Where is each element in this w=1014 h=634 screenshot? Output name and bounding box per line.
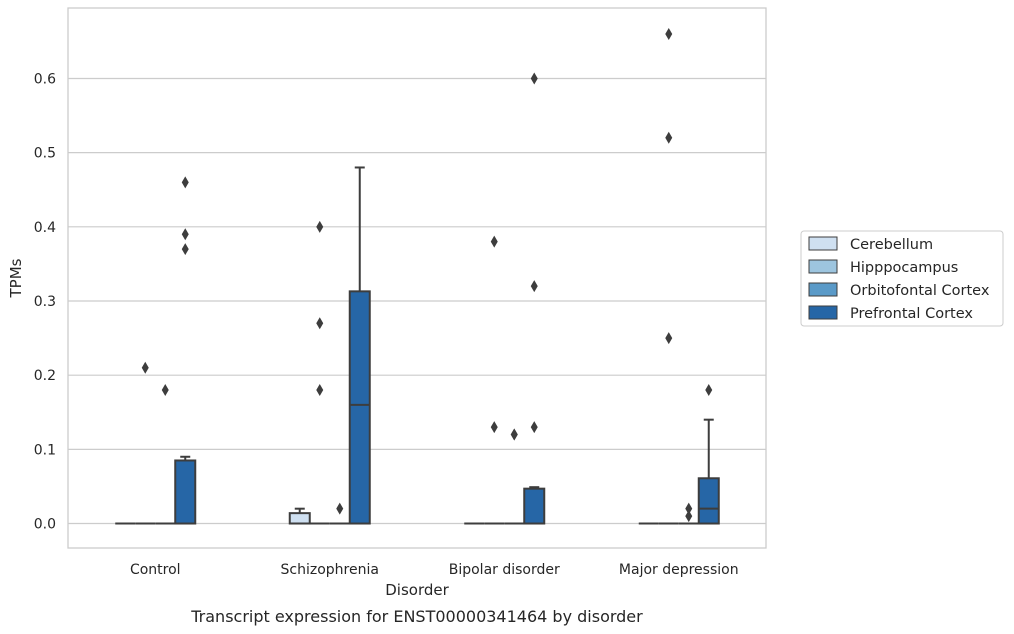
outlier-point	[161, 384, 169, 397]
legend-label: Hipppocampus	[850, 260, 958, 276]
outlier-point	[685, 510, 693, 523]
legend-swatch	[808, 236, 838, 251]
box-body	[288, 512, 311, 525]
outlier-point	[141, 361, 149, 374]
box-body	[523, 487, 546, 525]
outlier-point	[316, 384, 324, 397]
outlier-point	[530, 280, 538, 293]
legend-label: Orbitofontal Cortex	[850, 283, 990, 299]
box-body	[348, 290, 371, 525]
legend-swatch	[808, 259, 838, 274]
outlier-point	[665, 131, 673, 144]
boxes	[115, 166, 720, 525]
x-tick-label: Control	[130, 562, 181, 578]
outlier-point	[705, 384, 713, 397]
plot-frame	[67, 7, 767, 549]
legend-label: Cerebellum	[850, 237, 933, 253]
outlier-point	[530, 421, 538, 434]
legend-item: Cerebellum	[808, 236, 933, 253]
legend-item: Hipppocampus	[808, 259, 958, 276]
outlier-point	[181, 176, 189, 189]
legend-label: Prefrontal Cortex	[850, 306, 973, 322]
legend-frame	[800, 230, 1004, 327]
outlier-point	[490, 235, 498, 248]
outlier-point	[685, 502, 693, 515]
outlier-point	[181, 243, 189, 256]
y-tick-label: 0.2	[34, 368, 56, 384]
box-3-3	[697, 418, 720, 525]
legend-swatch	[808, 282, 838, 297]
x-tick-label: Major depression	[619, 562, 739, 578]
chart-caption: Transcript expression for ENST0000034146…	[190, 607, 643, 626]
y-tick-label: 0.0	[34, 517, 56, 533]
box-body	[174, 459, 197, 525]
box-3-1	[348, 166, 371, 525]
y-axis-title: TPMs	[7, 258, 25, 298]
legend-item: Prefrontal Cortex	[808, 305, 973, 322]
y-tick-labels: 0.0 0.1 0.2 0.3 0.4 0.5 0.6	[34, 71, 56, 532]
legend-item: Orbitofontal Cortex	[808, 282, 990, 299]
box-3-0	[174, 455, 197, 525]
outlier-point	[336, 502, 344, 515]
x-tick-label: Schizophrenia	[281, 562, 379, 578]
y-tick-label: 0.3	[34, 294, 56, 310]
y-tick-label: 0.5	[34, 146, 56, 162]
outlier-point	[181, 228, 189, 241]
outlier-point	[510, 428, 518, 441]
y-tick-label: 0.1	[34, 442, 56, 458]
x-tick-labels: Control Schizophrenia Bipolar disorder Majo…	[130, 562, 739, 578]
outlier-point	[490, 421, 498, 434]
outliers	[141, 27, 713, 523]
legend-swatch	[808, 305, 838, 320]
outlier-point	[665, 27, 673, 40]
y-tick-label: 0.6	[34, 71, 56, 87]
box-body	[697, 477, 720, 525]
outlier-point	[316, 317, 324, 330]
x-axis-title: Disorder	[385, 581, 449, 599]
outlier-point	[316, 220, 324, 233]
outlier-point	[530, 72, 538, 85]
gridlines	[68, 77, 766, 525]
y-tick-label: 0.4	[34, 220, 56, 236]
legend: Cerebellum Hipppocampus Orbitofontal Corte…	[800, 230, 1004, 327]
box-3-2	[523, 486, 546, 525]
outlier-point	[665, 332, 673, 345]
x-tick-label: Bipolar disorder	[449, 562, 560, 578]
box-0-1	[288, 507, 311, 525]
